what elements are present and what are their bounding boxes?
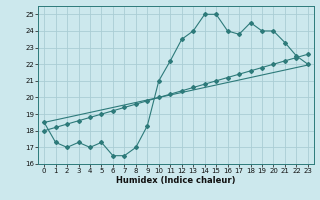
X-axis label: Humidex (Indice chaleur): Humidex (Indice chaleur) <box>116 176 236 185</box>
